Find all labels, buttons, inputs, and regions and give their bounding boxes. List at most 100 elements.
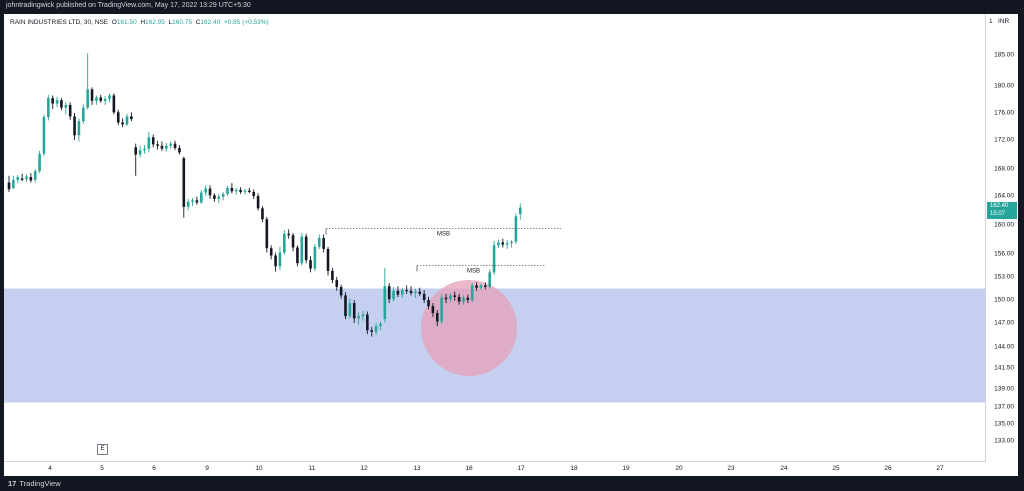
candle-body [99, 97, 103, 101]
candle-body [488, 272, 491, 287]
open-value: 161.50 [116, 19, 137, 26]
bar-countdown: 15:07 [990, 211, 1006, 217]
candlestick-chart[interactable]: MSB MSB [4, 14, 986, 462]
price-tick-label: 168.00 [994, 165, 1014, 173]
candle-body [151, 137, 155, 145]
candle-body [55, 100, 59, 104]
time-tick-label: 13 [413, 465, 421, 472]
candle-body [261, 208, 264, 220]
candle-body [383, 286, 387, 320]
candle-body [60, 100, 63, 108]
price-tick-label: 185.00 [994, 51, 1014, 59]
candle-body [221, 193, 225, 197]
candle-body [418, 291, 422, 294]
time-tick-label: 18 [570, 465, 578, 472]
time-tick-label: 27 [936, 465, 944, 472]
candle-body [510, 241, 513, 244]
price-tick-label: 156.00 [994, 250, 1014, 258]
candle-body [374, 326, 378, 332]
price-tick-label: 176.00 [994, 109, 1014, 117]
candle-body [335, 280, 339, 287]
candle-body [457, 296, 461, 302]
candle-body [269, 248, 273, 256]
publisher-bar: johntradingwick published on TradingView… [0, 0, 1024, 14]
candle-body [169, 143, 172, 146]
candle-body [204, 188, 207, 193]
high-label: H [140, 19, 146, 26]
msb-label-upper: MSB [437, 232, 450, 238]
candle-body [68, 104, 72, 117]
earnings-event-marker[interactable]: E [97, 444, 108, 455]
candle-body [392, 290, 395, 300]
candle-body [497, 242, 500, 246]
candle-body [191, 200, 194, 202]
candle-body [265, 219, 269, 249]
price-tick-label: 160.00 [994, 221, 1014, 229]
time-axis[interactable]: 4 5 6 9 10 11 12 13 16 17 18 19 20 23 24 25 26 27 [4, 462, 986, 476]
time-tick-label: 20 [675, 465, 683, 472]
candle-body [64, 104, 68, 108]
candle-body [108, 95, 111, 99]
candle-body [427, 300, 430, 307]
time-tick-label: 11 [308, 465, 316, 472]
candle-body [462, 297, 465, 302]
candle-body [296, 247, 299, 264]
candle-body [29, 177, 33, 181]
change-value: +0.85 (+0.53%) [223, 19, 269, 26]
price-tick-label: 153.00 [994, 273, 1014, 281]
candle-body [178, 147, 181, 153]
candle-body [33, 171, 37, 180]
candle-body [42, 117, 46, 154]
close-label: C [195, 19, 201, 26]
candle-body [138, 150, 142, 155]
symbol-name: RAIN INDUSTRIES LTD, 30, NSE [10, 19, 109, 26]
price-tick-label: 180.00 [994, 82, 1014, 90]
candle-body [47, 98, 50, 118]
candle-body [199, 192, 203, 203]
last-price-tag: 162.40 15:07 [987, 202, 1017, 219]
price-tick-label: 147.00 [994, 319, 1014, 327]
time-tick-label: 17 [517, 465, 525, 472]
candle-body [239, 189, 242, 192]
candle-body [466, 297, 470, 300]
candle-body [440, 297, 443, 322]
time-tick-label: 19 [622, 465, 630, 472]
candle-body [12, 179, 15, 188]
tradingview-brand[interactable]: 17 TradingView [8, 479, 61, 488]
candle-body [278, 252, 282, 267]
candle-body [331, 270, 334, 281]
candle-body [361, 314, 365, 317]
low-value: 160.75 [172, 19, 193, 26]
price-tick-label: 141.50 [994, 364, 1014, 372]
time-tick-label: 12 [360, 465, 368, 472]
candle-body [514, 216, 518, 242]
price-axis[interactable]: 1 INR 185.00 180.00 176.00 172.00 168.00 164.… [986, 14, 1018, 462]
candle-body [156, 144, 159, 146]
candle-body [396, 290, 400, 295]
candle-body [173, 143, 177, 148]
candle-body [95, 97, 98, 101]
candle-body [112, 95, 116, 113]
candle-body [134, 147, 138, 155]
time-tick-label: 25 [832, 465, 840, 472]
candle-body [287, 233, 290, 236]
candle-body [339, 286, 343, 296]
candle-body [7, 182, 11, 190]
time-tick-label: 16 [465, 465, 473, 472]
time-tick-label: 9 [205, 465, 209, 472]
time-tick-label: 4 [48, 465, 52, 472]
open-label: O [111, 19, 117, 26]
candle-body [25, 176, 28, 180]
candle-body [317, 238, 321, 247]
candle-body [352, 303, 356, 319]
candle-body [444, 297, 448, 300]
price-tick-label: 137.00 [994, 403, 1014, 411]
candle-body [422, 293, 426, 300]
chart-pane[interactable]: MSB MSB RAIN INDUSTRIES LTD, 30, NSE O161… [4, 14, 986, 462]
price-tick-label: 135.00 [994, 420, 1014, 428]
time-tick-label: 26 [884, 465, 892, 472]
candle-body [234, 189, 238, 192]
candle-body [86, 89, 89, 108]
candle-body [248, 190, 251, 192]
price-axis-top-label: 1 [989, 18, 993, 25]
